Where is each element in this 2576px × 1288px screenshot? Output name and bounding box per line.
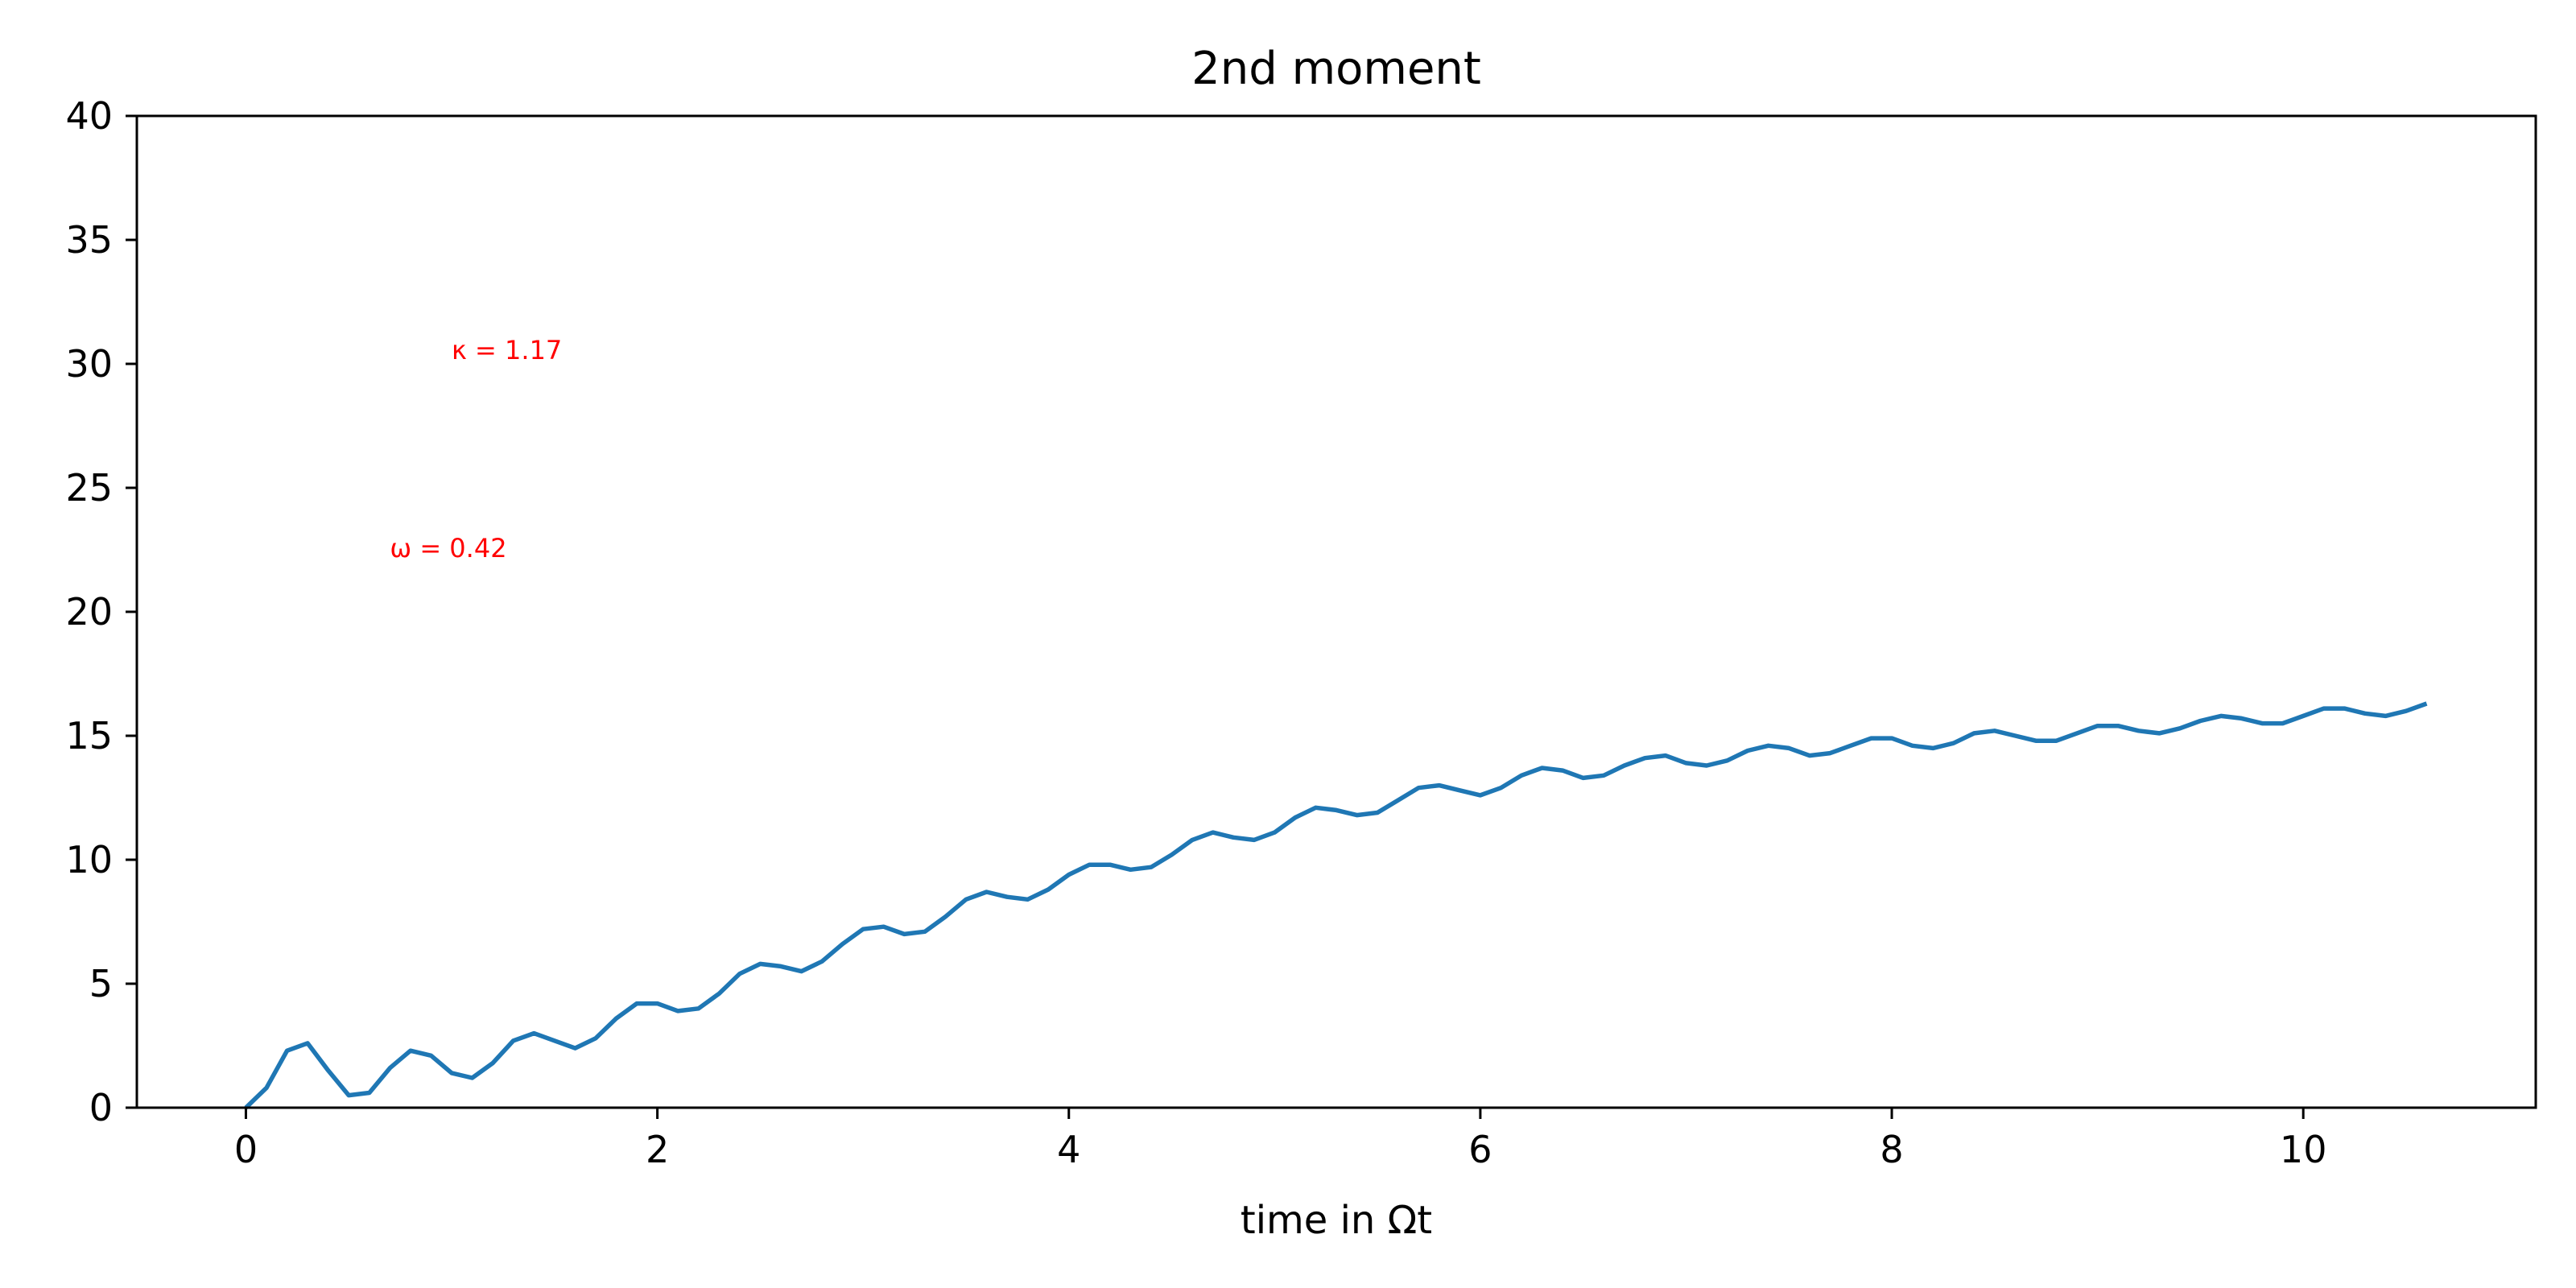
y-tick-label: 25 [65, 466, 113, 510]
y-tick-label: 0 [89, 1086, 113, 1129]
y-tick-label: 15 [65, 714, 113, 758]
plot-frame [135, 114, 2537, 1109]
x-tick-label: 2 [646, 1128, 669, 1171]
x-tick-label: 8 [1880, 1128, 1903, 1171]
x-axis-label: time in Ωt [1241, 1198, 1432, 1243]
series-line [244, 701, 2428, 1109]
x-tick-label: 6 [1468, 1128, 1492, 1171]
annotation-label: κ = 1.17 [452, 335, 562, 365]
annotations: κ = 1.17 ω = 0.42 [390, 335, 562, 564]
y-tick-label: 20 [65, 590, 113, 634]
x-tick-label: 4 [1057, 1128, 1080, 1171]
chart-title: 2nd moment [1191, 43, 1481, 95]
y-tick-label: 5 [89, 962, 113, 1005]
x-axis: 0 2 4 6 8 10 [234, 1108, 2327, 1171]
y-tick-label: 35 [65, 218, 113, 262]
annotation-label: ω = 0.42 [390, 533, 506, 564]
y-tick-label: 30 [65, 342, 113, 386]
x-tick-label: 10 [2280, 1128, 2327, 1171]
y-tick-label: 40 [65, 94, 113, 138]
y-tick-label: 10 [65, 838, 113, 881]
x-tick-label: 0 [234, 1128, 258, 1171]
y-axis: 0 5 10 15 20 25 30 35 40 [65, 94, 137, 1129]
